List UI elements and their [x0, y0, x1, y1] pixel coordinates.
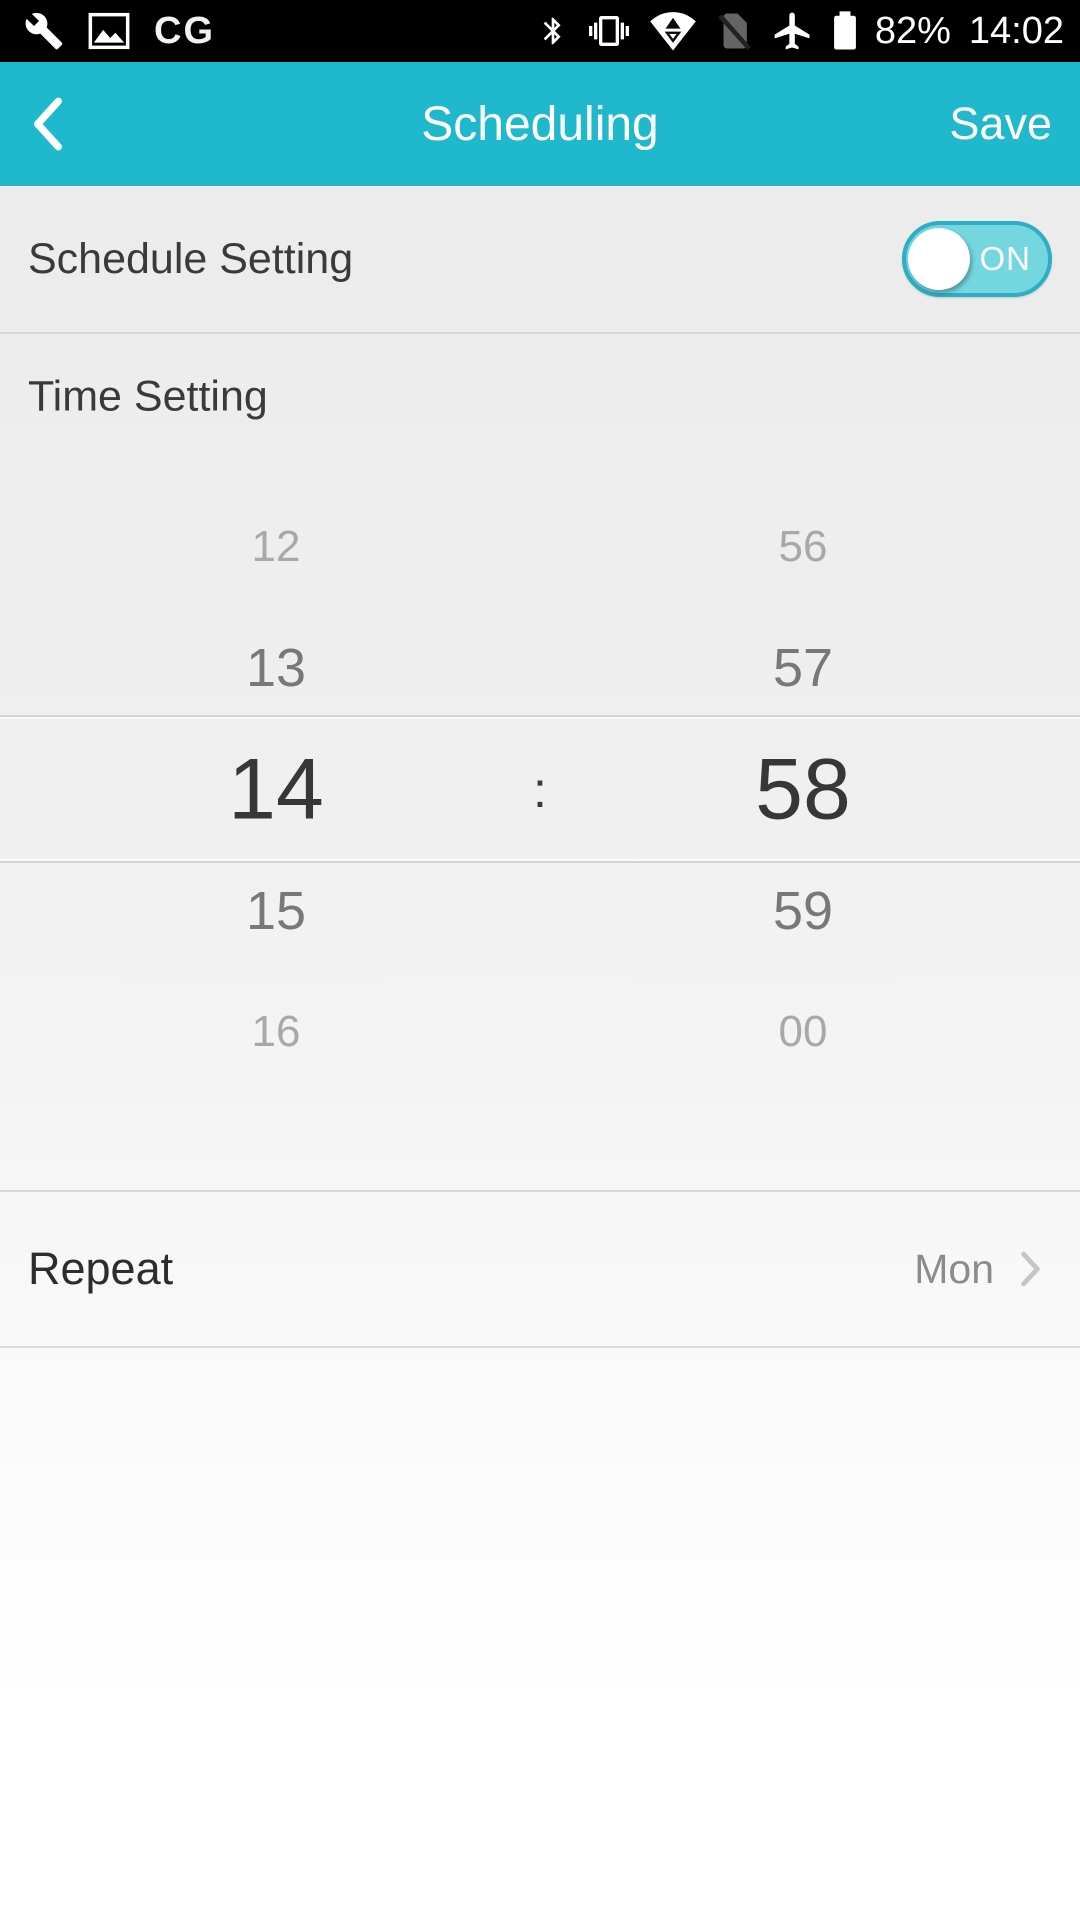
hour-selected[interactable]: 14 [228, 741, 324, 838]
repeat-label: Repeat [28, 1243, 174, 1294]
minute-option[interactable]: 00 [778, 1007, 828, 1056]
picker-selection-band [0, 715, 1080, 863]
time-picker: 12 13 14 15 16 : 56 57 58 59 00 [0, 186, 1080, 1190]
minute-option[interactable]: 56 [778, 522, 828, 571]
back-button[interactable] [28, 89, 98, 159]
bluetooth-icon [543, 17, 561, 45]
schedule-toggle[interactable]: ON [902, 221, 1052, 297]
repeat-value: Mon [914, 1245, 994, 1292]
schedule-setting-label: Schedule Setting [28, 234, 354, 283]
header: Scheduling Save [0, 62, 1080, 186]
minute-option[interactable]: 59 [772, 881, 834, 941]
hour-option[interactable]: 15 [245, 881, 307, 941]
status-bar: CG 82% [0, 0, 1080, 62]
minute-selected[interactable]: 58 [755, 741, 851, 838]
save-button[interactable]: Save [949, 98, 1052, 149]
time-setting-label: Time Setting [28, 372, 268, 421]
chevron-right-icon [1021, 1251, 1040, 1287]
wrench-icon [25, 12, 63, 50]
hour-option[interactable]: 16 [251, 1007, 301, 1056]
content: Schedule Setting ON Time Setting 12 13 1… [0, 186, 1080, 1920]
time-separator: : [533, 762, 547, 818]
airplane-icon [774, 12, 810, 50]
battery-icon [833, 11, 856, 50]
page-title: Scheduling [421, 97, 659, 151]
schedule-setting-row: Schedule Setting ON [0, 186, 1080, 334]
toggle-knob [908, 228, 970, 290]
back-chevron-icon [34, 97, 62, 151]
repeat-value-group: Mon [914, 1246, 1042, 1293]
carrier-badge: CG [154, 9, 215, 52]
hour-option[interactable]: 12 [251, 522, 301, 571]
status-bar-left: CG [24, 10, 215, 53]
toggle-on-label: ON [979, 240, 1031, 277]
minute-option[interactable]: 57 [772, 638, 834, 698]
clock-time: 14:02 [968, 9, 1064, 52]
repeat-row[interactable]: Repeat Mon [0, 1190, 1080, 1348]
wifi-icon [650, 12, 696, 51]
hour-option[interactable]: 13 [245, 638, 307, 698]
image-icon [88, 12, 130, 50]
no-sim-icon [718, 13, 751, 51]
battery-percent: 82% [874, 9, 951, 52]
status-bar-right: 82% 14:02 [537, 9, 1064, 53]
vibrate-icon [588, 16, 629, 46]
